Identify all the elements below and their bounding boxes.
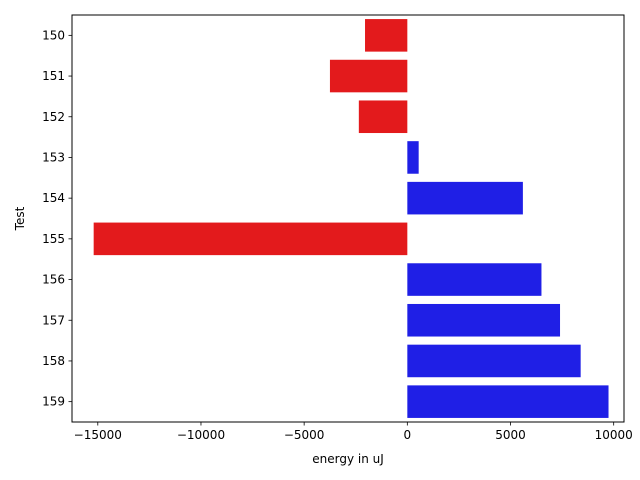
bars-group (93, 19, 609, 418)
y-tick-label: 154 (42, 191, 65, 205)
y-tick-label: 152 (42, 110, 65, 124)
y-tick-label: 151 (42, 69, 65, 83)
y-axis-label: Test (13, 206, 27, 231)
bar-156 (407, 263, 542, 296)
y-tick-label: 155 (42, 232, 65, 246)
y-tick-label: 156 (42, 273, 65, 287)
bar-150 (365, 19, 408, 52)
bar-154 (407, 181, 523, 215)
y-tick-label: 157 (42, 313, 65, 327)
bar-152 (358, 100, 408, 134)
bar-159 (407, 385, 609, 418)
x-tick-label: −5000 (284, 428, 325, 442)
plot-frame (71, 14, 625, 423)
x-tick-label: 5000 (495, 428, 526, 442)
x-tick-label: 10000 (595, 428, 633, 442)
y-tick-label: 150 (42, 28, 65, 42)
x-ticks-group: −15000 −10000 −5000 0 5000 10000 (74, 422, 633, 442)
bar-158 (407, 344, 581, 378)
bar-151 (329, 59, 408, 93)
y-tick-label: 153 (42, 150, 65, 164)
bar-157 (407, 303, 561, 337)
y-ticks-group: 150 151 152 153 154 155 156 157 158 159 (42, 28, 72, 409)
y-tick-label: 158 (42, 354, 65, 368)
y-tick-label: 159 (42, 395, 65, 409)
x-tick-label: −10000 (177, 428, 225, 442)
x-tick-label: 0 (404, 428, 412, 442)
x-tick-label: −15000 (74, 428, 122, 442)
bar-155 (93, 222, 408, 256)
bar-153 (407, 141, 419, 174)
x-axis-label: energy in uJ (312, 452, 384, 466)
